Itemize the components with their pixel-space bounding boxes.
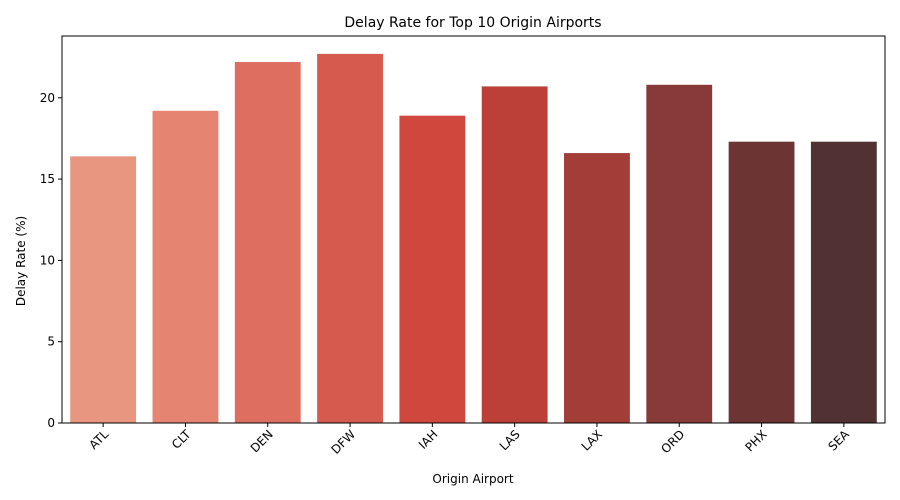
bars-group	[70, 53, 877, 424]
chart-title: Delay Rate for Top 10 Origin Airports	[344, 15, 601, 31]
bar-las	[481, 86, 548, 423]
x-tick-label: IAH	[416, 427, 441, 452]
bar-sea	[810, 141, 877, 423]
bar-ord	[646, 84, 713, 424]
y-tick-label: 20	[40, 91, 55, 105]
x-tick-label: ORD	[658, 427, 687, 456]
x-tick-label: LAX	[579, 427, 605, 453]
bar-lax	[564, 153, 630, 424]
bar-den	[234, 62, 301, 423]
bar-phx	[728, 141, 795, 423]
x-tick-label: DFW	[328, 427, 358, 457]
x-axis-label: Origin Airport	[432, 472, 513, 486]
x-tick-label: LAS	[497, 427, 523, 453]
x-tick-label: ATL	[86, 427, 111, 452]
plot-frame	[61, 35, 886, 424]
y-tick-label: 10	[40, 253, 55, 267]
y-axis-ticks: 0 5 10 15 20	[40, 91, 62, 430]
bar-iah	[399, 115, 466, 424]
x-tick-label: CLT	[169, 427, 194, 452]
bar-atl	[70, 156, 137, 423]
y-tick-label: 5	[47, 335, 55, 349]
y-tick-label: 0	[47, 416, 55, 430]
y-axis-label: Delay Rate (%)	[14, 216, 28, 306]
y-tick-label: 15	[40, 172, 55, 186]
bar-clt	[152, 110, 219, 424]
x-tick-label: SEA	[826, 427, 853, 454]
x-tick-label: DEN	[248, 427, 276, 455]
x-axis-ticks: ATL CLT DEN DFW IAH LAS LAX ORD PHX SEA	[86, 423, 853, 457]
x-tick-label: PHX	[742, 427, 769, 454]
bar-dfw	[317, 53, 383, 423]
